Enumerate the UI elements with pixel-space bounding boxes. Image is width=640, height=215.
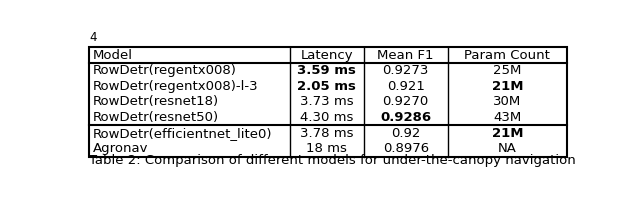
- Text: Agronav: Agronav: [93, 142, 148, 155]
- Text: 0.8976: 0.8976: [383, 142, 429, 155]
- Text: RowDetr(resnet50): RowDetr(resnet50): [93, 111, 219, 124]
- Text: RowDetr(regentx008)-l-3: RowDetr(regentx008)-l-3: [93, 80, 259, 93]
- Text: RowDetr(efficientnet_lite0): RowDetr(efficientnet_lite0): [93, 127, 273, 140]
- Text: 2.05 ms: 2.05 ms: [298, 80, 356, 93]
- Text: 0.921: 0.921: [387, 80, 424, 93]
- Text: 25M: 25M: [493, 64, 522, 77]
- Text: Mean F1: Mean F1: [378, 49, 434, 62]
- Text: RowDetr(regentx008): RowDetr(regentx008): [93, 64, 237, 77]
- Text: 4.30 ms: 4.30 ms: [300, 111, 353, 124]
- Text: Latency: Latency: [301, 49, 353, 62]
- Text: 0.92: 0.92: [391, 127, 420, 140]
- Text: 21M: 21M: [492, 127, 523, 140]
- Text: Model: Model: [93, 49, 133, 62]
- Text: 3.59 ms: 3.59 ms: [298, 64, 356, 77]
- Text: NA: NA: [498, 142, 516, 155]
- Text: 0.9286: 0.9286: [380, 111, 431, 124]
- Text: Param Count: Param Count: [465, 49, 550, 62]
- Text: 4: 4: [89, 31, 97, 44]
- Text: 18 ms: 18 ms: [307, 142, 348, 155]
- Bar: [89, 47, 567, 157]
- Text: 43M: 43M: [493, 111, 522, 124]
- Text: 0.9273: 0.9273: [383, 64, 429, 77]
- Text: 0.9270: 0.9270: [383, 95, 429, 108]
- Text: 3.73 ms: 3.73 ms: [300, 95, 354, 108]
- Text: 30M: 30M: [493, 95, 522, 108]
- Text: 21M: 21M: [492, 80, 523, 93]
- Text: RowDetr(resnet18): RowDetr(resnet18): [93, 95, 219, 108]
- Text: Table 2: Comparison of different models for under-the-canopy navigation: Table 2: Comparison of different models …: [89, 154, 575, 167]
- Text: 3.78 ms: 3.78 ms: [300, 127, 353, 140]
